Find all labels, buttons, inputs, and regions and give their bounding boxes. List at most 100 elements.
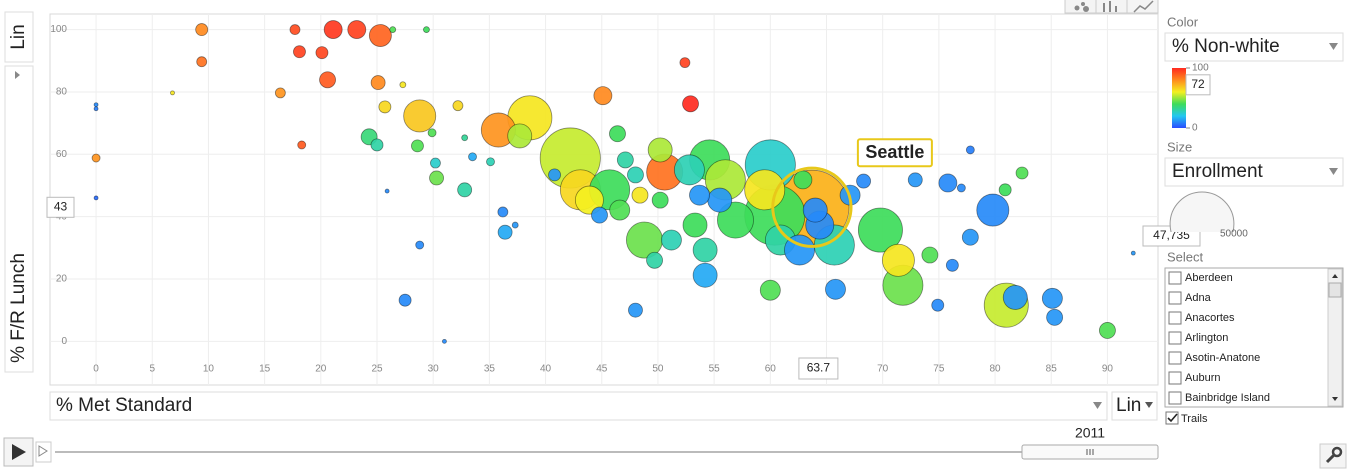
- select-checkbox[interactable]: [1168, 311, 1182, 325]
- bubble: [274, 87, 286, 99]
- select-checkbox[interactable]: [1168, 331, 1182, 345]
- y-axis-selector[interactable]: % F/R Lunch: [4, 65, 34, 373]
- select-item[interactable]: Arlington: [1185, 332, 1228, 344]
- bubble: [881, 243, 915, 277]
- y-tick-label: 20: [56, 274, 68, 285]
- bubble: [289, 24, 301, 36]
- bubble: [689, 184, 710, 206]
- size-selector[interactable]: Enrollment: [1164, 157, 1344, 187]
- bubble: [976, 193, 1010, 227]
- x-callout-box: [798, 357, 839, 380]
- bubble: [486, 157, 495, 167]
- select-checkbox[interactable]: [1168, 291, 1182, 305]
- bubble: [91, 153, 101, 163]
- color-tick-label: 100: [1192, 63, 1209, 74]
- size-heading: Size: [1167, 139, 1192, 154]
- chart-type-tabs[interactable]: [1064, 0, 1159, 14]
- color-tick-label: 0: [1192, 123, 1198, 134]
- bubble: [961, 228, 979, 246]
- trails-toggle[interactable]: Trails: [1165, 411, 1208, 425]
- bubble: [315, 46, 329, 60]
- x-tick-label: 20: [315, 364, 327, 375]
- select-checkbox[interactable]: [1168, 371, 1182, 385]
- bubble: [931, 298, 945, 312]
- x-axis-label[interactable]: % Met Standard: [56, 395, 192, 416]
- bubble: [631, 186, 649, 204]
- bubble: [857, 207, 903, 253]
- bubble: [457, 182, 473, 198]
- scrollbar[interactable]: [1327, 268, 1343, 407]
- x-tick-label: 5: [149, 364, 155, 375]
- color-marker: 72: [1191, 77, 1205, 91]
- bubble: [616, 151, 634, 169]
- select-list: [1164, 267, 1344, 408]
- x-tick-label: 50: [652, 364, 664, 375]
- select-item[interactable]: Bainbridge Island: [1185, 392, 1270, 404]
- bubble: [591, 206, 608, 224]
- select-item[interactable]: Anacortes: [1185, 312, 1235, 324]
- y-callout: 43: [54, 199, 68, 213]
- y-tick-label: 100: [50, 24, 67, 35]
- time-slider-thumb[interactable]: [1021, 444, 1159, 460]
- select-item[interactable]: Auburn: [1185, 372, 1220, 384]
- bubble: [430, 157, 441, 169]
- bubble: [647, 137, 673, 163]
- select-checkbox[interactable]: [1168, 351, 1182, 365]
- bubble: [609, 199, 631, 221]
- y-tick-label: 0: [61, 336, 67, 347]
- play-button[interactable]: [3, 437, 34, 467]
- bubble: [682, 95, 699, 113]
- trails-label[interactable]: Trails: [1181, 413, 1208, 425]
- bubble: [1130, 250, 1136, 256]
- x-tick-label: 80: [989, 364, 1001, 375]
- bubble: [293, 45, 306, 59]
- y-axis-label[interactable]: % F/R Lunch: [8, 253, 29, 363]
- bubble: [673, 154, 705, 186]
- bubble: [384, 188, 390, 194]
- bubble: [1015, 166, 1029, 180]
- x-tick-label: 45: [596, 364, 608, 375]
- bubble: [347, 20, 367, 40]
- color-label[interactable]: % Non-white: [1172, 36, 1280, 57]
- y-scale[interactable]: Lin: [8, 24, 29, 49]
- bubble: [399, 81, 407, 89]
- bubble: [1041, 287, 1063, 309]
- select-checkbox[interactable]: [1168, 391, 1182, 405]
- bubble: [403, 99, 437, 133]
- speed-button[interactable]: [35, 441, 52, 463]
- x-tick-label: 85: [1046, 364, 1058, 375]
- y-scale-button[interactable]: Lin: [4, 11, 34, 63]
- bubble: [323, 20, 343, 40]
- bubble: [965, 145, 975, 155]
- x-tick-label: 75: [933, 364, 945, 375]
- select-item[interactable]: Adna: [1185, 292, 1212, 304]
- select-item[interactable]: Asotin-Anatone: [1185, 352, 1260, 364]
- bubble: [938, 173, 958, 193]
- bubble: [497, 206, 509, 218]
- bubble: [196, 56, 208, 68]
- bubble: [368, 24, 392, 47]
- bubbles: [91, 20, 1136, 344]
- select-item[interactable]: Aberdeen: [1185, 272, 1233, 284]
- bubble: [793, 170, 813, 190]
- color-legend: 0 100 72: [1185, 63, 1211, 134]
- time-label: 2011: [1075, 425, 1105, 441]
- bubble: [593, 86, 613, 106]
- bubble: [759, 279, 781, 301]
- x-tick-label: 15: [259, 364, 271, 375]
- bubble: [170, 90, 175, 96]
- size-legend-circle: [1169, 191, 1235, 232]
- x-axis-selector[interactable]: % Met Standard: [49, 391, 1108, 421]
- highlight-label: Seattle: [865, 142, 924, 162]
- x-tick-label: 30: [428, 364, 440, 375]
- size-label[interactable]: Enrollment: [1172, 161, 1264, 182]
- select-checkbox[interactable]: [1168, 271, 1182, 285]
- settings-button[interactable]: [1319, 443, 1347, 469]
- bubble: [921, 246, 939, 264]
- bubble: [297, 140, 307, 150]
- color-selector[interactable]: % Non-white: [1164, 32, 1344, 62]
- x-scale[interactable]: Lin: [1116, 395, 1141, 416]
- bubble: [646, 251, 663, 269]
- x-scale-button[interactable]: Lin: [1111, 391, 1158, 421]
